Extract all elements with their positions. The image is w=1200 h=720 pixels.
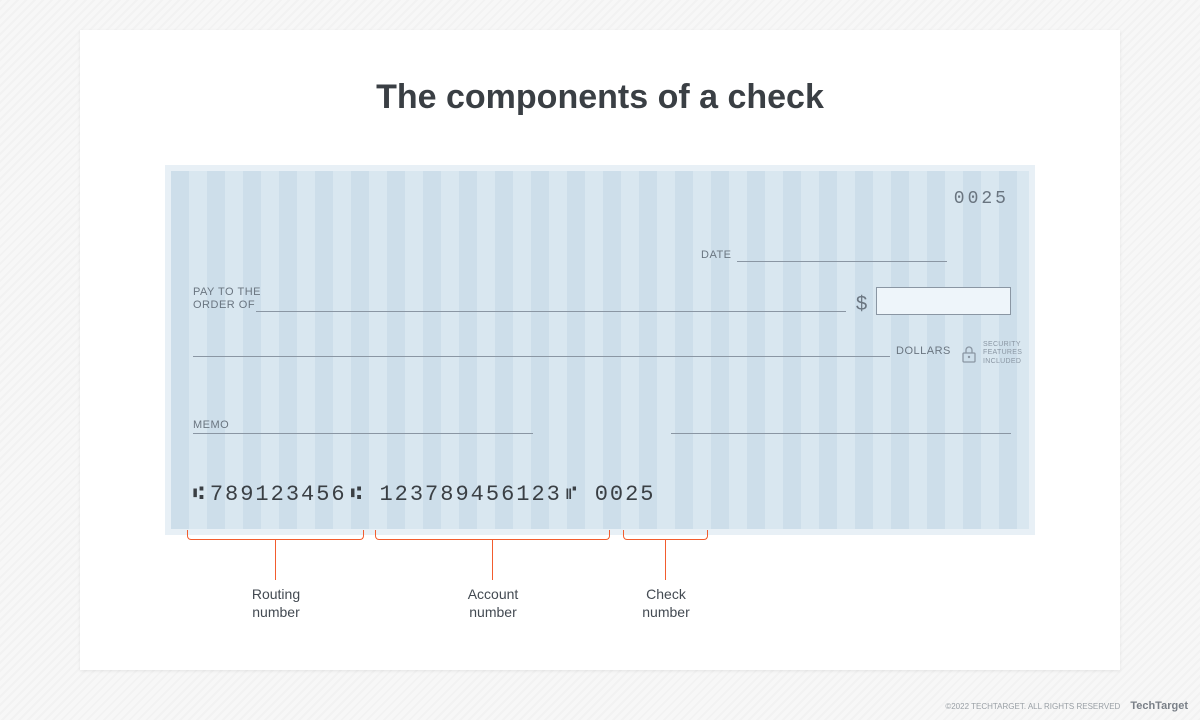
security-badge: SECURITY FEATURES INCLUDED <box>961 341 1022 366</box>
footer-copyright: ©2022 TECHTARGET. ALL RIGHTS RESERVED <box>945 702 1120 711</box>
date-line <box>737 261 947 262</box>
lock-icon <box>961 345 977 363</box>
micr-routing: 789123456 <box>210 482 347 507</box>
account-bracket <box>375 530 610 540</box>
dollars-line <box>193 356 890 357</box>
memo-label: MEMO <box>193 419 229 431</box>
micr-symbol-routing-open: ⑆ <box>193 485 206 505</box>
routing-bracket <box>187 530 364 540</box>
micr-symbol-account-close: ⑈ <box>566 485 579 505</box>
routing-bracket-stem <box>275 540 276 580</box>
checkno-bracket-stem <box>665 540 666 580</box>
footer-brand: TechTarget <box>1130 700 1188 712</box>
footer: ©2022 TECHTARGET. ALL RIGHTS RESERVED Te… <box>945 700 1188 712</box>
security-line-3: INCLUDED <box>983 358 1022 366</box>
memo-line <box>193 433 533 434</box>
signature-line <box>671 433 1011 434</box>
checkno-callout-label: Check number <box>606 585 726 621</box>
payto-line <box>256 311 846 312</box>
payto-label-1: PAY TO THE <box>193 286 261 298</box>
check-illustration: 0025 DATE PAY TO THE ORDER OF $ DOLLARS … <box>165 165 1035 535</box>
checkno-bracket <box>623 530 708 540</box>
payto-label-2: ORDER OF <box>193 299 255 311</box>
micr-line: ⑆ 789123456 ⑆ 123789456123 ⑈ 0025 <box>193 482 656 507</box>
routing-callout-label: Routing number <box>216 585 336 621</box>
amount-box <box>876 287 1011 315</box>
dollars-label: DOLLARS <box>896 345 951 357</box>
account-bracket-stem <box>492 540 493 580</box>
account-callout-label: Account number <box>433 585 553 621</box>
security-line-1: SECURITY <box>983 341 1022 349</box>
check-number-top: 0025 <box>954 189 1009 209</box>
security-text-block: SECURITY FEATURES INCLUDED <box>983 341 1022 366</box>
micr-checkno: 0025 <box>595 482 656 507</box>
infographic-title: The components of a check <box>80 78 1120 117</box>
date-label: DATE <box>701 249 732 261</box>
security-line-2: FEATURES <box>983 349 1022 357</box>
micr-account: 123789456123 <box>379 482 561 507</box>
dollar-sign: $ <box>856 293 867 316</box>
micr-symbol-routing-close: ⑆ <box>351 485 364 505</box>
infographic-card: The components of a check 0025 DATE PAY … <box>80 30 1120 670</box>
